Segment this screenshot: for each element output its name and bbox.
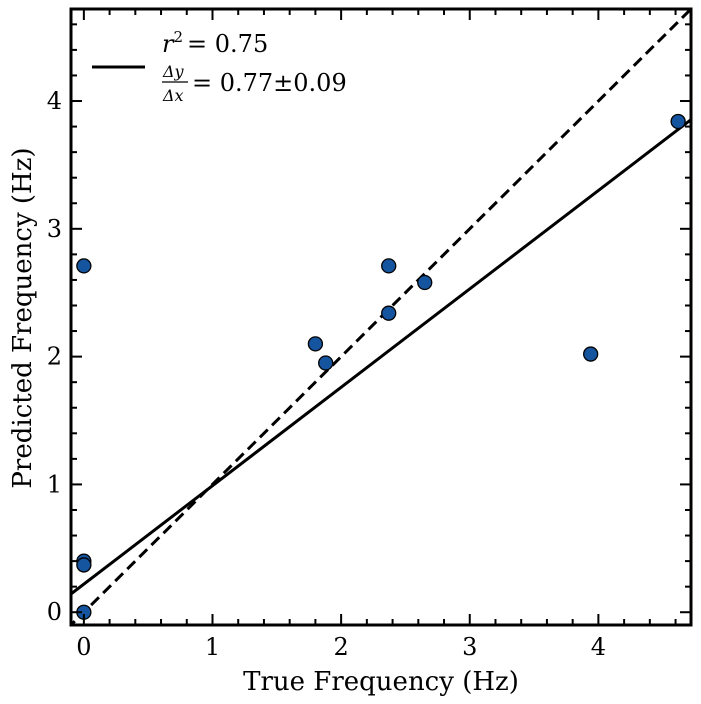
x-tick-label: 3 xyxy=(462,633,477,661)
y-tick-label: 4 xyxy=(47,87,62,115)
legend-slope-numerator: Δy xyxy=(162,62,185,81)
y-tick-label: 0 xyxy=(47,598,62,626)
x-tick-label: 2 xyxy=(333,633,348,661)
legend: r2 = 0.75 Δy Δx = 0.77±0.09 xyxy=(92,28,347,105)
data-point xyxy=(417,274,433,291)
y-tick-label: 1 xyxy=(47,470,62,498)
data-point xyxy=(381,305,397,321)
x-tick-label: 0 xyxy=(76,633,91,661)
data-point xyxy=(318,355,334,371)
legend-slope-denominator: Δx xyxy=(162,86,184,105)
data-point xyxy=(307,336,324,352)
x-tick-label: 1 xyxy=(205,633,220,661)
data-point xyxy=(583,346,599,362)
fit-line xyxy=(71,117,691,596)
data-point xyxy=(670,113,686,130)
data-point xyxy=(381,258,397,274)
tick-labels: 0 1 2 3 4 0 1 2 3 4 xyxy=(47,87,606,661)
data-points xyxy=(76,113,686,620)
legend-r2: r2 = 0.75 xyxy=(162,28,268,58)
x-tick-label: 4 xyxy=(591,633,606,661)
y-tick-label: 2 xyxy=(47,343,62,371)
fit-lines xyxy=(71,9,691,625)
data-point xyxy=(76,258,92,274)
y-tick-label: 3 xyxy=(47,215,62,243)
identity-line xyxy=(71,9,691,625)
y-axis-title: Predicted Frequency (Hz) xyxy=(8,147,38,488)
plot-frame xyxy=(69,7,693,627)
legend-slope-value: = 0.77±0.09 xyxy=(192,69,347,97)
data-point xyxy=(76,557,92,573)
x-axis-title: True Frequency (Hz) xyxy=(243,667,519,697)
